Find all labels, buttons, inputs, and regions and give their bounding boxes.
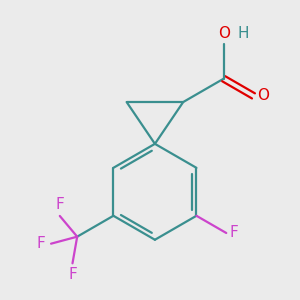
Text: F: F bbox=[68, 267, 77, 282]
Text: F: F bbox=[37, 236, 46, 251]
Text: F: F bbox=[56, 197, 64, 212]
Text: O: O bbox=[257, 88, 269, 104]
Text: F: F bbox=[230, 226, 239, 241]
Text: O: O bbox=[218, 26, 230, 40]
Text: H: H bbox=[237, 26, 249, 40]
